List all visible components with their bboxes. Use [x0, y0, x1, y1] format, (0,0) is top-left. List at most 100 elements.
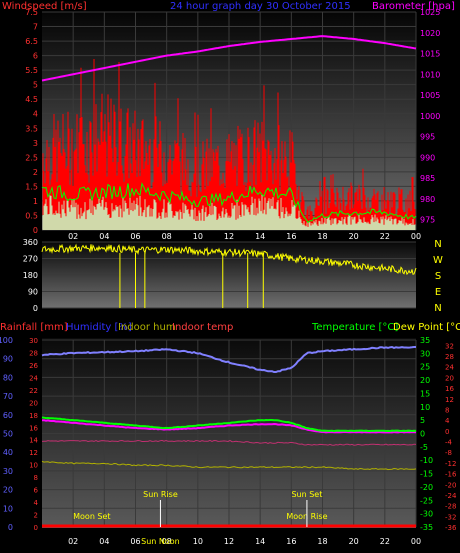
compass-label: N	[434, 239, 441, 250]
dewpoint-y-tick: 12	[445, 396, 454, 404]
dewpoint-label: Dew Point [°C]	[393, 322, 460, 333]
wind-x-tick: 02	[68, 232, 78, 241]
humidity-y-tick: 20	[3, 486, 13, 495]
wind-x-tick: 06	[130, 232, 140, 241]
temperature-line	[41, 416, 417, 433]
dewpoint-y-tick: 28	[445, 353, 454, 361]
wind-x-tick: 00	[411, 232, 421, 241]
temp-y-tick: 20	[420, 376, 430, 385]
rain-y-tick: 12	[29, 449, 38, 457]
dir-y-tick: 360	[23, 238, 38, 247]
wind-y-tick: 7	[33, 23, 38, 32]
dir-y-tick: 0	[33, 304, 38, 313]
baro-y-tick: 1005	[420, 91, 440, 100]
compass-label: N	[434, 303, 441, 314]
baro-y-tick: 1010	[420, 70, 440, 79]
humidity-line	[41, 345, 416, 373]
baro-y-tick: 1015	[420, 50, 440, 59]
dewpoint-y-tick: 16	[445, 385, 454, 393]
indoor-temp-line	[41, 439, 417, 446]
dewpoint-y-tick: -32	[445, 513, 456, 521]
temperature-label: Temperature [°C]	[311, 322, 398, 333]
dewpoint-y-tick: -20	[445, 481, 456, 489]
dir-y-tick: 90	[28, 288, 38, 297]
temp-x-tick: 14	[255, 537, 265, 546]
wind-y-tick: 3	[33, 139, 38, 148]
dewpoint-y-tick: -8	[445, 449, 452, 457]
rain-y-tick: 26	[29, 362, 38, 370]
humidity-y-tick: 90	[3, 355, 13, 364]
dewpoint-y-tick: -24	[445, 492, 457, 500]
temp-y-tick: -30	[420, 510, 433, 519]
dewpoint-y-tick: 4	[445, 417, 450, 425]
baro-y-tick: 985	[420, 174, 435, 183]
noon-annotation: Sun Noon	[141, 537, 180, 546]
temp-y-tick: -15	[420, 470, 433, 479]
wind-x-tick: 04	[99, 232, 109, 241]
humidity-y-tick: 10	[3, 504, 13, 513]
temp-y-tick: -20	[420, 483, 433, 492]
rain-y-tick: 2	[34, 512, 38, 520]
dewpoint-y-tick: -16	[445, 471, 457, 479]
rain-y-tick: 10	[29, 462, 38, 470]
direction-trace	[41, 243, 417, 276]
temp-x-tick: 04	[99, 537, 109, 546]
dewpoint-line	[42, 419, 417, 434]
humidity-y-tick: 100	[0, 336, 13, 345]
wind-y-tick: 5.5	[25, 66, 38, 75]
dewpoint-y-tick: -12	[445, 460, 456, 468]
baro-y-tick: 1020	[420, 29, 440, 38]
wind-x-tick: 18	[317, 232, 327, 241]
rain-y-tick: 30	[29, 337, 38, 345]
rain-y-tick: 8	[34, 474, 38, 482]
rain-y-tick: 16	[29, 424, 38, 432]
indoor-temp-label: Indoor temp	[172, 322, 233, 333]
rain-y-tick: 20	[29, 399, 38, 407]
indoor-hum-label: Indoor hum	[118, 322, 176, 333]
wind-y-tick: 2.5	[25, 153, 38, 162]
wind-y-tick: 3.5	[25, 124, 38, 133]
chart-title: 24 hour graph day 30 October 2015	[170, 1, 351, 12]
humidity-y-tick: 30	[3, 467, 13, 476]
humidity-y-tick: 70	[3, 392, 13, 401]
temp-y-tick: 15	[420, 389, 430, 398]
rainfall-label: Rainfall [mm]	[0, 322, 68, 333]
baro-y-tick: 1000	[420, 112, 440, 121]
barometer-line	[41, 35, 417, 82]
temp-y-tick: 0	[420, 430, 425, 439]
wind-y-tick: 6	[33, 52, 38, 61]
humidity-label: Humidity [%]	[66, 322, 132, 333]
wind-y-tick: 2	[33, 168, 38, 177]
rain-y-tick: 0	[34, 524, 38, 532]
indoor-hum-line	[41, 460, 417, 471]
temp-y-tick: 5	[420, 416, 425, 425]
humidity-y-tick: 60	[3, 411, 13, 420]
wind-y-tick: 6.5	[25, 37, 38, 46]
compass-label: S	[435, 271, 441, 282]
rain-y-tick: 22	[29, 387, 38, 395]
wind-plot: 0 0.5 1 1.5 2 2.5 3 3.5 4 4.5 5 5.5 6 6.5 7 7.5 975 980 98…	[25, 8, 440, 241]
wind-y-tick: 4.5	[25, 95, 38, 104]
wind-y-tick: 0.5	[25, 211, 38, 220]
dewpoint-y-tick: -28	[445, 503, 456, 511]
sunset-annotation: Sun Set	[291, 490, 322, 499]
rain-y-tick: 18	[29, 412, 38, 420]
temp-x-tick: 08	[162, 537, 172, 546]
dewpoint-y-tick: -36	[445, 524, 457, 532]
temp-y-tick: 35	[420, 336, 430, 345]
dewpoint-y-tick: 0	[445, 428, 449, 436]
wind-y-tick: 1	[33, 197, 38, 206]
temp-x-tick: 00	[411, 537, 421, 546]
baro-y-tick: 1025	[420, 8, 440, 17]
wind-x-tick: 08	[162, 232, 172, 241]
temp-x-tick: 02	[68, 537, 78, 546]
rain-y-tick: 24	[29, 374, 38, 382]
baro-y-tick: 990	[420, 153, 435, 162]
temp-y-tick: 25	[420, 363, 430, 372]
dewpoint-y-tick: 20	[445, 374, 454, 382]
wind-x-tick: 10	[193, 232, 203, 241]
barometer-header: Barometer [hpa]	[372, 1, 455, 12]
wind-y-tick: 4	[33, 110, 38, 119]
